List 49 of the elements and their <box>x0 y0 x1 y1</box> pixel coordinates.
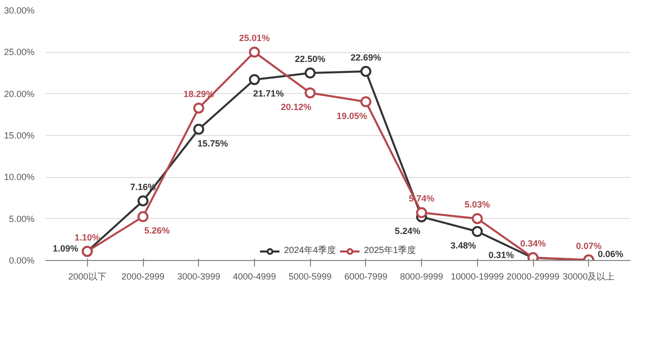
x-tick-label: 4000-4999 <box>232 272 276 282</box>
point <box>138 195 148 206</box>
point <box>472 213 483 224</box>
x-tick-label: 3000-3999 <box>177 272 220 282</box>
point <box>248 46 260 58</box>
data-label: 5.03% <box>464 200 490 210</box>
data-label: 0.07% <box>576 240 602 251</box>
x-tick-label: 10000-19999 <box>450 272 504 282</box>
x-tick-label: 2000以下 <box>68 272 106 282</box>
point <box>360 96 372 108</box>
point <box>304 87 316 98</box>
data-label: 20.12% <box>280 102 312 112</box>
legend-label: 2024年4季度 <box>284 244 336 257</box>
point <box>193 124 204 135</box>
data-label: 21.71% <box>253 88 284 99</box>
y-tick-label: 20.00% <box>4 88 35 99</box>
data-label: 0.34% <box>520 238 546 249</box>
point <box>138 211 148 222</box>
y-tick-label: 25.00% <box>4 47 35 58</box>
y-tick-label: 10.00% <box>4 172 35 182</box>
data-label: 1.10% <box>74 232 100 242</box>
data-label: 0.31% <box>488 250 514 260</box>
data-label: 1.09% <box>52 243 78 254</box>
data-label: 5.24% <box>394 226 420 236</box>
data-label: 25.01% <box>239 33 270 44</box>
x-tick-label: 20000-29999 <box>506 272 560 282</box>
data-label: 19.05% <box>336 110 368 121</box>
point <box>416 207 428 218</box>
point <box>248 74 260 86</box>
data-label: 22.50% <box>294 54 326 64</box>
legend-label: 2025年1季度 <box>364 244 416 257</box>
data-label: 15.75% <box>197 138 228 148</box>
data-label: 22.69% <box>350 52 382 62</box>
x-tick-label: 6000-7999 <box>344 272 388 282</box>
data-label: 0.06% <box>598 249 624 259</box>
y-tick-label: 5.00% <box>8 214 35 224</box>
x-tick-label: 2000-2999 <box>121 272 165 282</box>
y-tick-label: 0.00% <box>8 256 35 266</box>
y-tick-label: 15.00% <box>4 130 35 140</box>
point <box>304 68 316 78</box>
point <box>193 102 204 114</box>
point <box>472 226 483 237</box>
point <box>360 66 372 77</box>
x-tick-label: 8000-9999 <box>400 272 444 282</box>
x-tick-label: 5000-5999 <box>288 272 332 282</box>
data-label: 5.26% <box>144 226 170 236</box>
data-label: 3.48% <box>450 240 476 250</box>
x-tick-label: 30000及以上 <box>562 272 615 282</box>
y-tick-label: 30.00% <box>4 6 35 16</box>
